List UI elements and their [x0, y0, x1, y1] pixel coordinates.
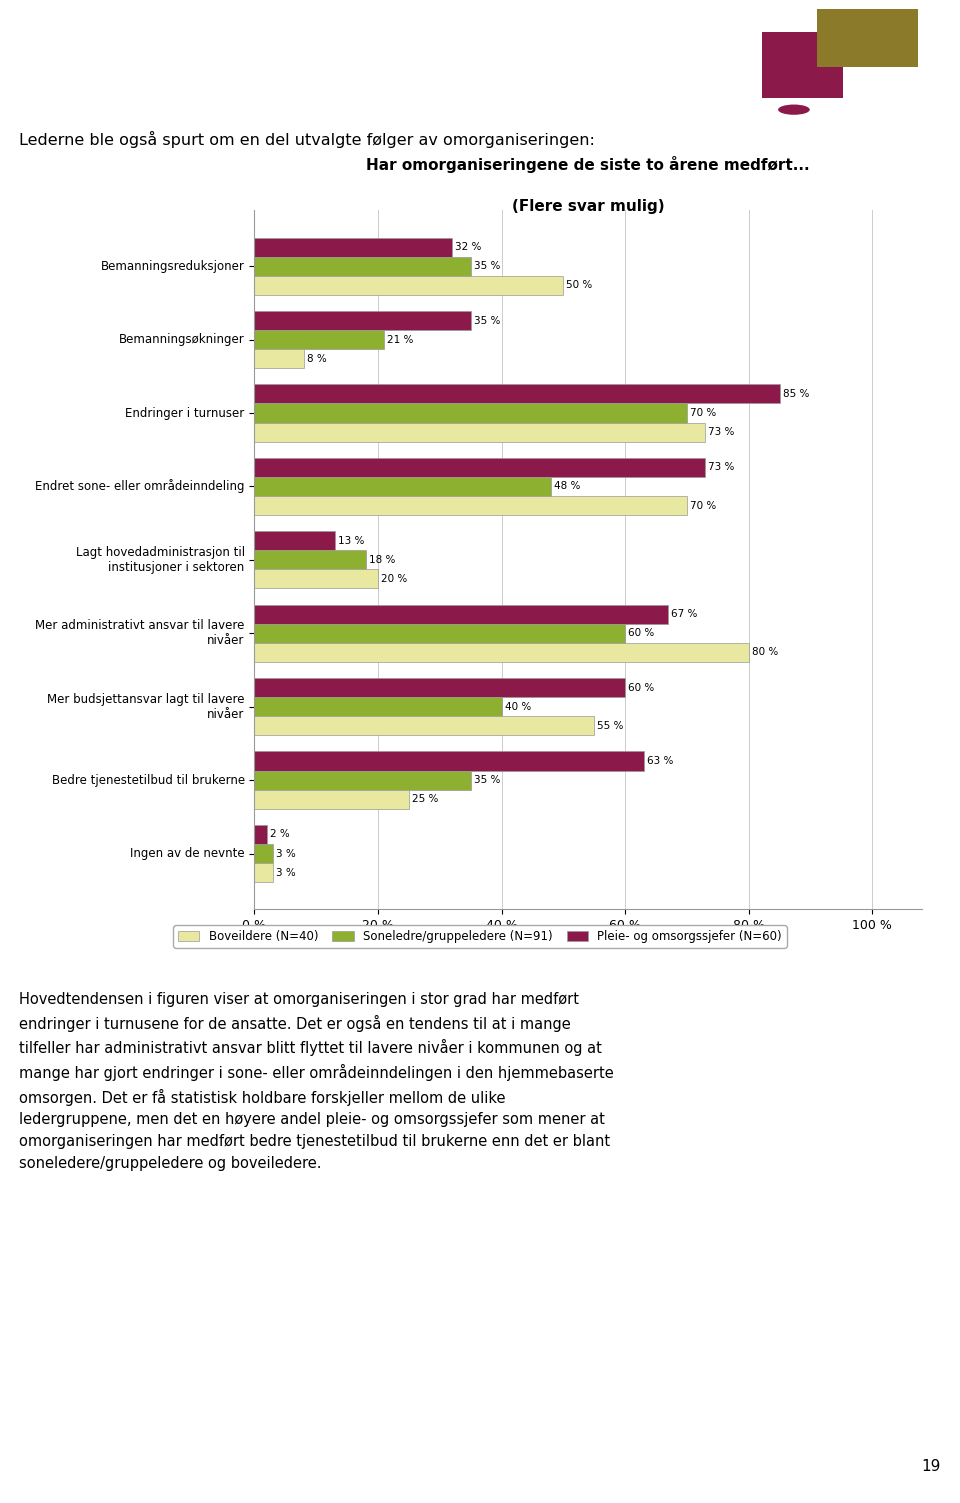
Text: 19: 19	[922, 1459, 941, 1473]
Text: 67 %: 67 %	[671, 609, 698, 619]
Text: 73 %: 73 %	[708, 463, 734, 472]
Bar	[254, 476, 551, 496]
Text: 85 %: 85 %	[782, 389, 809, 398]
Bar	[254, 825, 267, 845]
Bar	[254, 604, 668, 624]
Text: 80 %: 80 %	[752, 648, 778, 657]
Bar	[254, 717, 594, 735]
Text: 3 %: 3 %	[276, 849, 296, 858]
Bar	[254, 403, 686, 422]
Bar	[254, 458, 706, 476]
Text: 40 %: 40 %	[505, 702, 531, 712]
Bar	[254, 789, 409, 809]
Text: 60 %: 60 %	[628, 628, 655, 639]
Text: 35 %: 35 %	[473, 262, 500, 271]
Text: 18 %: 18 %	[369, 555, 396, 565]
Bar	[254, 531, 335, 550]
Bar	[254, 697, 501, 717]
Bar	[254, 624, 625, 643]
Bar	[254, 550, 366, 570]
Circle shape	[778, 105, 810, 114]
Bar	[254, 275, 564, 295]
Bar	[254, 349, 303, 368]
Bar	[254, 845, 273, 863]
Text: 25 %: 25 %	[412, 794, 439, 804]
Text: 21 %: 21 %	[387, 335, 414, 344]
Text: (Flere svar mulig): (Flere svar mulig)	[512, 198, 664, 213]
Bar	[254, 385, 780, 403]
Text: 35 %: 35 %	[473, 776, 500, 785]
Text: 60 %: 60 %	[628, 682, 655, 693]
Text: 32 %: 32 %	[455, 242, 482, 253]
Bar	[817, 9, 918, 66]
Text: 2 %: 2 %	[270, 830, 290, 840]
Text: 8 %: 8 %	[307, 353, 326, 364]
Text: 20 %: 20 %	[381, 574, 407, 585]
Bar	[254, 422, 706, 442]
Bar	[254, 311, 470, 331]
Bar	[254, 570, 378, 589]
Text: 3 %: 3 %	[276, 867, 296, 878]
Text: Hovedtendensen i figuren viser at omorganiseringen i stor grad har medført
endri: Hovedtendensen i figuren viser at omorga…	[19, 992, 614, 1171]
Text: 63 %: 63 %	[647, 756, 673, 767]
Text: 35 %: 35 %	[473, 316, 500, 326]
Legend: Boveildere (N=40), Soneledre/gruppeledere (N=91), Pleie- og omsorgssjefer (N=60): Boveildere (N=40), Soneledre/gruppeleder…	[173, 926, 787, 947]
Text: Har omorganiseringene de siste to årene medført...: Har omorganiseringene de siste to årene …	[366, 156, 810, 173]
Bar	[254, 237, 452, 257]
Bar	[254, 643, 749, 661]
Bar	[254, 331, 384, 349]
Text: 73 %: 73 %	[708, 427, 734, 437]
Bar	[254, 771, 470, 789]
Bar	[254, 752, 643, 771]
Text: 50 %: 50 %	[566, 280, 592, 290]
Bar	[254, 678, 625, 697]
Text: 48 %: 48 %	[554, 481, 581, 491]
Bar	[762, 32, 843, 98]
Text: Lederne ble også spurt om en del utvalgte følger av omorganiseringen:: Lederne ble også spurt om en del utvalgt…	[19, 131, 595, 147]
Text: 13 %: 13 %	[338, 535, 364, 546]
Bar	[254, 863, 273, 882]
Bar	[254, 257, 470, 275]
Bar	[254, 496, 686, 516]
Text: 70 %: 70 %	[690, 407, 716, 418]
Text: 55 %: 55 %	[597, 721, 624, 730]
Text: 70 %: 70 %	[690, 500, 716, 511]
